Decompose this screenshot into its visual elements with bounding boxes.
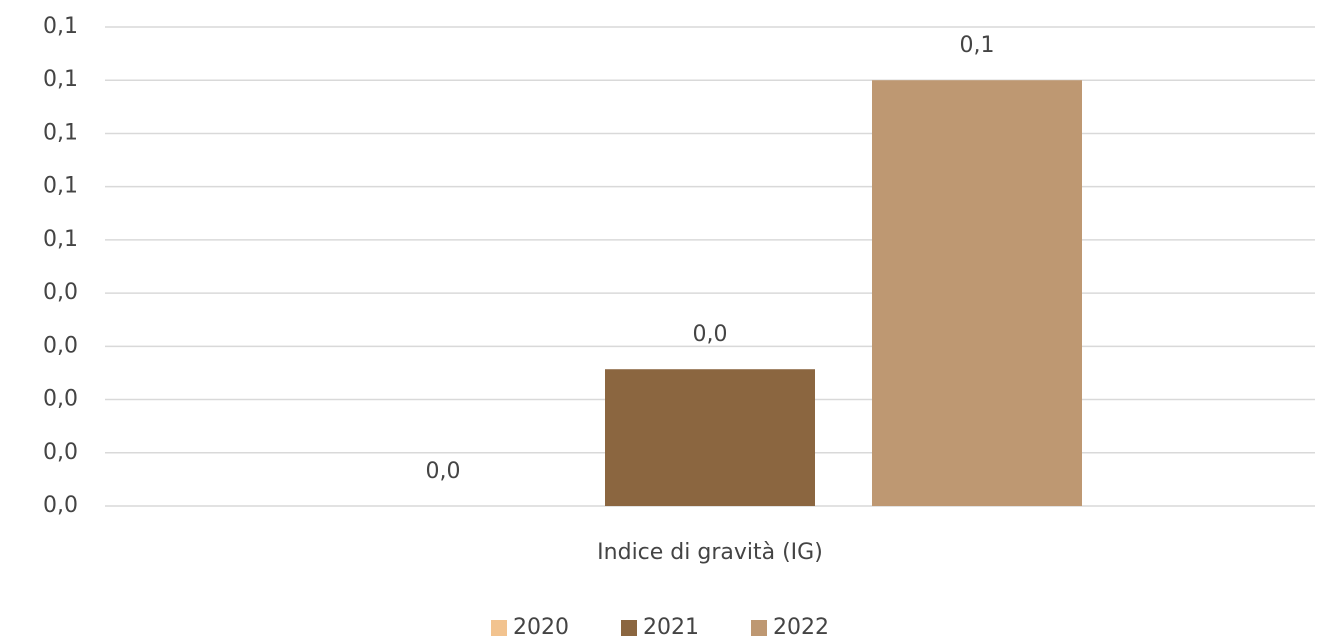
y-tick-label: 0,0	[43, 333, 78, 358]
y-tick-label: 0,1	[43, 67, 78, 92]
y-tick-label: 0,1	[43, 14, 78, 39]
legend-swatch	[491, 620, 507, 636]
data-label: 0,1	[960, 33, 995, 58]
y-tick-label: 0,0	[43, 280, 78, 305]
bar	[872, 80, 1082, 506]
y-tick-label: 0,0	[43, 440, 78, 465]
y-tick-label: 0,1	[43, 227, 78, 252]
legend-swatch	[751, 620, 767, 636]
bar	[605, 369, 815, 506]
legend-label: 2022	[773, 615, 829, 640]
data-label: 0,0	[693, 322, 728, 347]
data-label: 0,0	[426, 459, 461, 484]
x-tick-label: Indice di gravità (IG)	[597, 540, 823, 565]
legend-label: 2020	[513, 615, 569, 640]
y-tick-label: 0,1	[43, 120, 78, 145]
legend-label: 2021	[643, 615, 699, 640]
y-tick-label: 0,0	[43, 387, 78, 412]
y-tick-label: 0,0	[43, 493, 78, 518]
y-tick-label: 0,1	[43, 174, 78, 199]
legend-swatch	[621, 620, 637, 636]
